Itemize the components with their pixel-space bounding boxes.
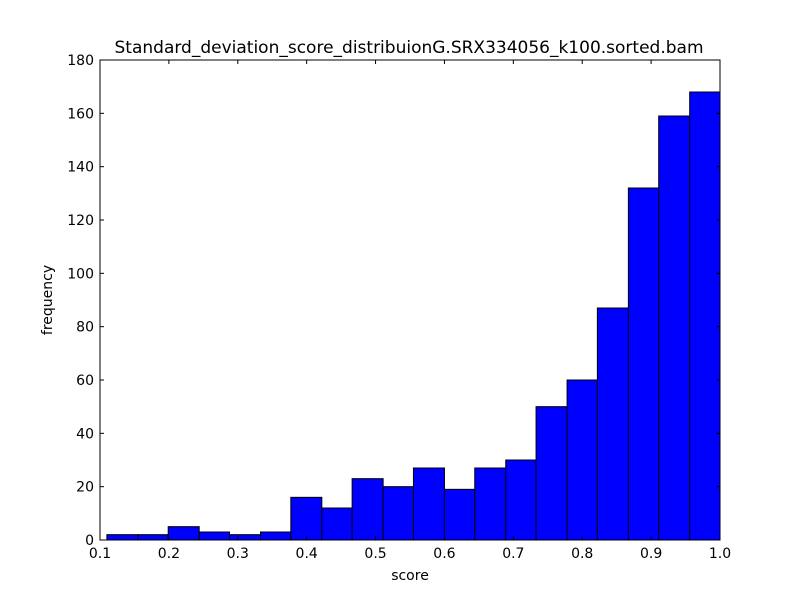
histogram-bar-11	[412, 467, 445, 541]
y-tick-label-6: 100	[67, 266, 94, 282]
y-tick-label-7: 120	[67, 213, 94, 229]
y-tick-label-1: 0	[85, 533, 94, 549]
y-tick-label-9: 160	[67, 106, 94, 122]
histogram-bar-7	[290, 496, 323, 541]
y-tick-label-10: 180	[67, 53, 94, 69]
x-tick-label-6: 0.6	[433, 546, 455, 562]
y-tick-label-2: 20	[76, 480, 94, 496]
x-tick-label-3: 0.3	[227, 546, 249, 562]
histogram-bar-5	[229, 534, 262, 541]
histogram-bar-2	[137, 534, 169, 541]
bars-layer	[106, 91, 721, 541]
y-tick-label-4: 60	[76, 373, 94, 389]
histogram-bar-8	[321, 507, 353, 541]
x-tick-label-5: 0.5	[364, 546, 386, 562]
y-tick-label-5: 80	[76, 320, 94, 336]
histogram-bar-15	[535, 406, 568, 541]
histogram-bar-16	[566, 379, 598, 541]
histogram-bar-20	[689, 91, 721, 541]
y-tick-label-8: 140	[67, 160, 94, 176]
histogram-bar-17	[596, 307, 629, 541]
y-tick-label-3: 40	[76, 426, 94, 442]
x-tick-label-4: 0.4	[296, 546, 318, 562]
ticks-layer: 0.1 0.2 0.3 0.4 0.5 0.6 0.7 0.8 0.9 1.0 0 20 40 60 80 1…	[67, 53, 731, 562]
histogram-bar-1	[106, 534, 139, 541]
x-tick-label-10: 1.0	[709, 546, 731, 562]
x-tick-label-1: 0.1	[89, 546, 111, 562]
histogram-bar-10	[382, 486, 414, 541]
x-axis-label: score	[391, 568, 429, 584]
histogram-bar-18	[627, 187, 660, 541]
histogram-bar-19	[658, 115, 691, 541]
histogram-bar-4	[198, 531, 231, 541]
histogram-bar-6	[260, 531, 292, 541]
histogram-bar-9	[351, 478, 384, 541]
x-tick-label-9: 0.9	[640, 546, 662, 562]
plot-frame	[99, 59, 721, 541]
chart-title: Standard_deviation_score_distribuionG.SR…	[115, 38, 704, 58]
histogram-bar-13	[474, 467, 507, 541]
y-axis-label: frequency	[40, 265, 56, 335]
histogram-bar-14	[505, 459, 537, 541]
histogram-bar-3	[167, 526, 200, 541]
x-tick-label-8: 0.8	[571, 546, 593, 562]
x-tick-label-2: 0.2	[158, 546, 180, 562]
x-tick-label-7: 0.7	[502, 546, 524, 562]
histogram-bar-12	[443, 488, 476, 541]
